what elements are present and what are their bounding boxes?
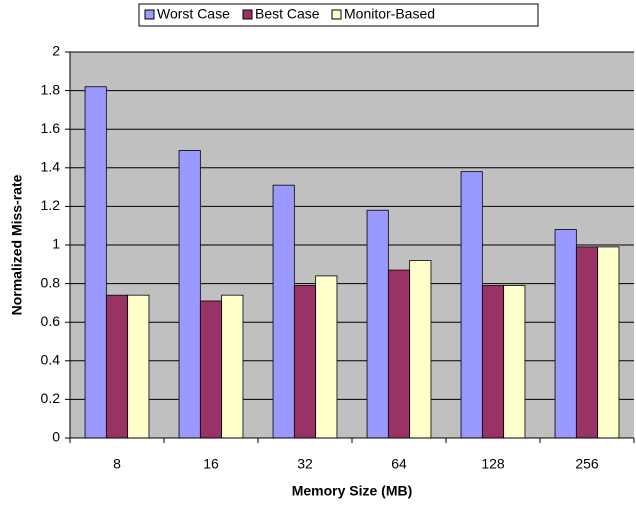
bar — [366, 209, 389, 439]
bar — [481, 285, 505, 439]
bar — [460, 171, 483, 439]
bar — [387, 269, 411, 439]
legend-swatch — [144, 9, 155, 20]
y-tick-label: 1.8 — [41, 81, 61, 97]
y-tick-label: 1.6 — [41, 120, 61, 136]
legend-label: Monitor-Based — [344, 6, 435, 22]
bar — [127, 294, 150, 439]
bar — [503, 285, 526, 439]
x-tick-label: 32 — [297, 456, 313, 472]
y-tick-label: 1 — [52, 236, 60, 252]
bar — [272, 184, 295, 439]
bar — [199, 300, 223, 439]
y-axis-title: Normalized Miss-rate — [9, 174, 25, 315]
y-tick-label: 0.4 — [41, 352, 61, 368]
bar — [178, 150, 201, 439]
bar — [409, 260, 432, 439]
bar — [554, 229, 577, 439]
bar — [597, 246, 620, 439]
x-tick-label: 16 — [203, 456, 219, 472]
bar — [84, 86, 107, 439]
y-tick-label: 0.8 — [41, 274, 61, 290]
x-tick-label: 64 — [391, 456, 407, 472]
x-tick-label: 128 — [481, 456, 505, 472]
y-tick-label: 0.2 — [41, 390, 61, 406]
bar — [105, 294, 129, 439]
y-tick-label: 0 — [52, 429, 60, 445]
y-tick-label: 0.6 — [41, 313, 61, 329]
legend-label: Best Case — [255, 6, 320, 22]
x-axis-title: Memory Size (MB) — [292, 483, 413, 499]
legend-label: Worst Case — [157, 6, 230, 22]
x-tick-label: 8 — [113, 456, 121, 472]
bar — [221, 294, 244, 439]
bar — [575, 246, 599, 439]
y-tick-label: 1.2 — [41, 197, 61, 213]
bar — [315, 275, 338, 439]
legend-swatch — [242, 9, 253, 20]
y-tick-label: 1.4 — [41, 159, 61, 175]
y-tick-label: 2 — [52, 43, 60, 59]
x-tick-label: 256 — [575, 456, 599, 472]
bar — [293, 285, 317, 439]
legend-swatch — [331, 9, 342, 20]
